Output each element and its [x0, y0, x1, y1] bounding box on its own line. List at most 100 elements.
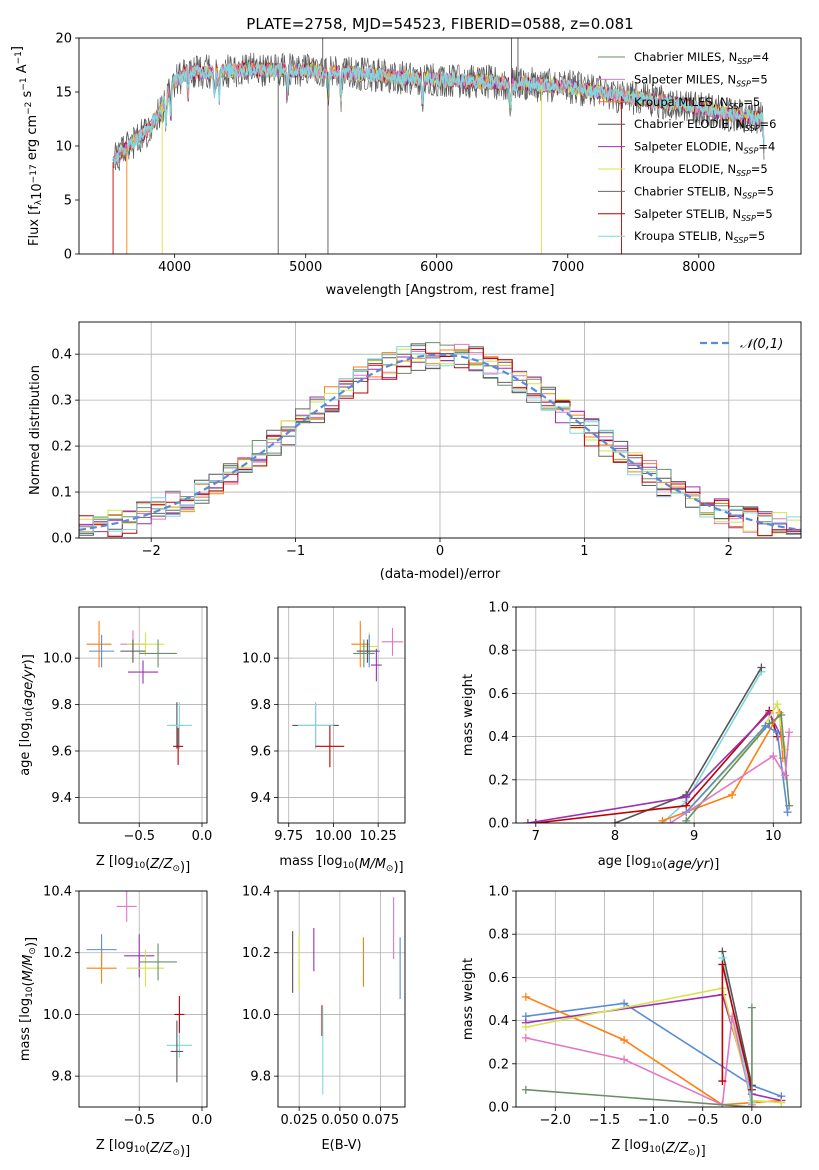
y-axis-label: age [log10(age/yr)] [18, 654, 36, 776]
y-tick-label: 0.6 [488, 971, 509, 986]
weight-line-0 [525, 1002, 782, 1097]
x-tick-label: 10.25 [360, 829, 397, 844]
plot-area [523, 663, 794, 823]
y-tick-label: 0.2 [488, 1057, 509, 1072]
x-tick-label: −1.0 [638, 1113, 670, 1128]
x-tick-label: 4000 [158, 260, 191, 275]
axes-frame [78, 890, 208, 1108]
weight-line-5 [721, 951, 753, 1086]
y-tick-label: 9.8 [51, 698, 72, 713]
y-tick-label: 9.4 [51, 791, 72, 806]
y-tick-label: 0.2 [488, 773, 509, 788]
weight-marker [769, 752, 778, 761]
axes-frame [78, 321, 802, 539]
y-tick-label: 0.8 [488, 644, 509, 659]
y-axis-label: mass [log10(M/M⊙)] [18, 937, 39, 1061]
y-tick-label: 9.4 [250, 791, 271, 806]
y-tick-label: 9.8 [51, 1070, 72, 1085]
y-tick-label: 0 [64, 248, 72, 263]
x-tick-label: 9.75 [274, 829, 303, 844]
weight-marker [531, 819, 540, 823]
y-tick-label: 9.6 [51, 745, 72, 760]
x-tick-label: 1 [580, 544, 588, 559]
y-tick-label: 10.2 [43, 946, 72, 961]
weight-marker [620, 1036, 629, 1045]
weight-line-3 [527, 711, 782, 823]
weight-marker [521, 992, 530, 1001]
x-tick-label: 10.00 [315, 829, 352, 844]
y-tick-label: 0.8 [488, 928, 509, 943]
y-tick-label: 10.0 [242, 1008, 271, 1023]
y-tick-label: 10.4 [43, 885, 72, 900]
x-tick-label: 0.050 [321, 1113, 358, 1128]
y-axis-label: Flux [fλ10−17 erg cm−2 s−1 A−1] [10, 46, 45, 246]
plot-area [292, 620, 404, 768]
axes-frame [78, 606, 208, 824]
spectrum-legend: Chabrier MILES, NSSP=4 Salpeter MILES, NS… [598, 50, 776, 245]
legend-label: Kroupa ELODIE, NSSP=5 [634, 162, 768, 178]
weight-marker [521, 1023, 530, 1032]
x-axis-label: age [log10(age/yr)] [598, 854, 720, 872]
weight-marker [682, 793, 691, 802]
y-tick-label: 10.0 [43, 652, 72, 667]
x-axis-label: mass [log10(M/M⊙)] [279, 854, 403, 875]
y-axis-label: mass weight [461, 958, 476, 1040]
x-tick-label: 8 [611, 829, 619, 844]
x-tick-label: 0.075 [362, 1113, 399, 1128]
weight-marker [777, 1098, 786, 1107]
y-axis-label: mass weight [461, 674, 476, 756]
plot-area [292, 897, 401, 1095]
legend-label: Chabrier MILES, NSSP=4 [634, 50, 769, 66]
weight-marker [781, 771, 790, 780]
axes-spectrum: 4000 5000 6000 7000 8000 0 5 10 15 20 Chabrier MIL… [10, 15, 802, 298]
x-tick-label: −1.5 [589, 1113, 621, 1128]
axes-mass-vs-Z: −0.5 0.0 9.8 10.0 10.2 10.4 Z [log10(Z/Z⊙)] mas… [18, 885, 212, 1160]
y-tick-label: 5 [64, 194, 72, 209]
x-axis-label: Z [log10(Z/Z⊙)] [96, 854, 190, 875]
y-tick-label: 20 [55, 32, 72, 47]
weight-marker [728, 790, 737, 799]
axes-frame [515, 606, 802, 824]
x-tick-label: 8000 [682, 260, 715, 275]
x-tick-label: −0.5 [687, 1113, 719, 1128]
x-tick-label: 2 [725, 544, 733, 559]
x-tick-label: 6000 [420, 260, 453, 275]
plot-area [112, 38, 765, 254]
legend-label: Chabrier ELODIE, NSSP=6 [634, 117, 776, 133]
weight-marker [747, 1003, 756, 1012]
y-tick-label: 9.8 [250, 698, 271, 713]
axes-frame [78, 37, 802, 255]
axes-mass-vs-ebv: 0.025 0.050 0.075 9.8 10.0 10.2 10.4 E(B-V) [242, 885, 406, 1153]
x-tick-label: −1 [286, 544, 305, 559]
weight-marker [757, 663, 766, 672]
plot-area [86, 891, 192, 1083]
weight-marker [620, 1055, 629, 1064]
weight-line-8 [525, 1007, 753, 1107]
y-tick-label: 9.6 [250, 745, 271, 760]
y-tick-label: 1.0 [488, 601, 509, 616]
legend-label: Kroupa MILES, NSSP=5 [634, 95, 760, 111]
plot-area [86, 620, 192, 765]
y-tick-label: 10.2 [242, 946, 271, 961]
x-tick-label: 0.0 [192, 829, 213, 844]
spectrum-line-8 [112, 62, 765, 168]
axes-frame [277, 606, 406, 824]
axes-frame [277, 890, 406, 1108]
weight-line-8 [669, 732, 790, 823]
y-tick-label: 0.4 [488, 1014, 509, 1029]
x-axis-label: Z [log10(Z/Z⊙)] [611, 1138, 705, 1159]
y-tick-label: 0.6 [488, 687, 509, 702]
x-axis-label: Z [log10(Z/Z⊙)] [96, 1138, 190, 1159]
y-tick-label: 0.0 [51, 532, 72, 547]
x-tick-label: −2.0 [540, 1113, 572, 1128]
plot-area [521, 947, 786, 1107]
normal-reference-curve [79, 353, 801, 531]
x-tick-label: 5000 [289, 260, 322, 275]
x-tick-label: 7 [532, 829, 540, 844]
y-tick-label: 0.2 [51, 440, 72, 455]
weight-line-6 [685, 713, 790, 822]
axes-residuals: −2 −1 0 1 2 0.0 0.1 0.2 0.3 0.4 𝒩(0,1) (data-model)… [28, 321, 802, 582]
y-tick-label: 0.0 [488, 817, 509, 832]
axes-age-vs-mass: 9.75 10.00 10.25 9.4 9.6 9.8 10.0 mass [log10(M… [242, 606, 406, 875]
